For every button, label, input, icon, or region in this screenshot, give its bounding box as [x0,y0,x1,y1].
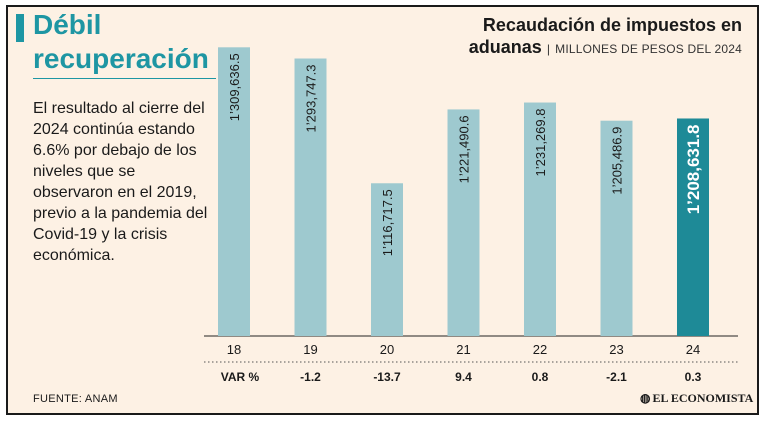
chart-title-line2-text: aduanas [468,37,542,57]
bar-19 [294,58,327,337]
chart-title-separator: | [546,42,551,56]
x-tick-label-19: 19 [303,342,317,357]
bar-18 [218,47,250,336]
headline-line2: recuperación [33,43,209,74]
brand-logo: ◍ EL ECONOMISTA [640,391,753,406]
headline: Débil recuperación [33,8,223,76]
x-tick-label-22: 22 [533,342,547,357]
chart-unit: MILLONES DE PESOS DEL 2024 [555,42,742,56]
x-tick-label-20: 20 [380,342,394,357]
variation-value-22: 0.8 [532,370,549,384]
variation-value-24: 0.3 [685,370,702,384]
bar-value-label-21: 1’221,490.6 [457,115,472,183]
variation-value-23: -2.1 [606,370,627,384]
x-tick-label-24: 24 [686,342,700,357]
title-accent-bar [16,14,24,42]
brand-name: EL ECONOMISTA [652,391,754,405]
brand-globe-icon: ◍ [640,391,651,405]
chart-title: Recaudación de impuestos en aduanas | MI… [469,14,742,60]
chart-title-line2: aduanas | MILLONES DE PESOS DEL 2024 [469,36,742,60]
x-tick-label-23: 23 [609,342,623,357]
x-tick-label-18: 18 [227,342,241,357]
bar-value-label-20: 1’116,717.5 [380,189,395,256]
bar-20 [371,183,403,336]
variation-value-20: -13.7 [373,370,401,384]
bar-24 [677,118,709,336]
description-text: El resultado al cierre del 2024 continúa… [33,100,208,264]
x-tick-label-21: 21 [456,342,470,357]
bar-value-label-22: 1’231,269.8 [533,109,548,177]
headline-divider [33,78,216,79]
bar-value-label-18: 1’309,636.5 [227,53,242,121]
bar-22 [524,102,556,336]
headline-line1: Débil [33,9,102,40]
variation-value-21: 9.4 [455,370,472,384]
variation-value-19: -1.2 [300,370,321,384]
bar-value-label-19: 1’293,747.3 [304,65,319,133]
bar-23 [600,120,633,336]
source-note: FUENTE: ANAM [33,393,118,405]
bar-value-label-23: 1’205,486.9 [610,127,625,195]
bar-21 [447,109,480,336]
chart-title-line1: Recaudación de impuestos en [482,15,742,35]
bar-value-label-24: 1’208,631.8 [684,124,703,214]
variation-row-label: VAR % [221,370,260,384]
